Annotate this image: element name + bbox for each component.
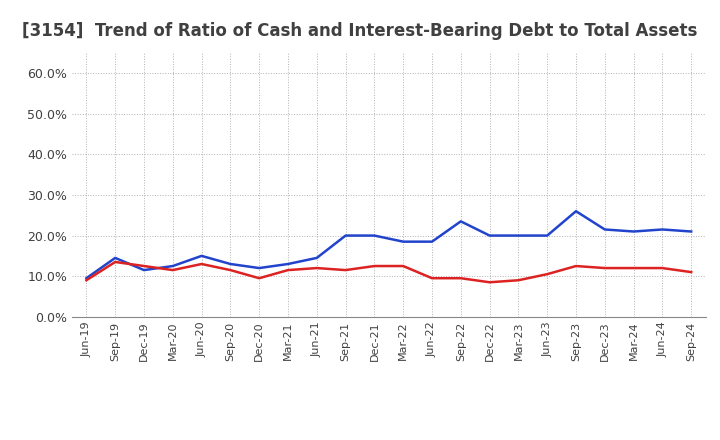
Interest-Bearing Debt — [687, 229, 696, 234]
Cash — [312, 265, 321, 271]
Interest-Bearing Debt — [140, 268, 148, 273]
Cash — [658, 265, 667, 271]
Interest-Bearing Debt — [543, 233, 552, 238]
Cash — [629, 265, 638, 271]
Cash — [82, 278, 91, 283]
Interest-Bearing Debt — [255, 265, 264, 271]
Cash — [485, 280, 494, 285]
Interest-Bearing Debt — [82, 275, 91, 281]
Line: Interest-Bearing Debt: Interest-Bearing Debt — [86, 211, 691, 278]
Interest-Bearing Debt — [168, 264, 177, 269]
Text: [3154]  Trend of Ratio of Cash and Interest-Bearing Debt to Total Assets: [3154] Trend of Ratio of Cash and Intere… — [22, 22, 698, 40]
Interest-Bearing Debt — [485, 233, 494, 238]
Cash — [543, 271, 552, 277]
Cash — [341, 268, 350, 273]
Cash — [284, 268, 292, 273]
Interest-Bearing Debt — [428, 239, 436, 244]
Cash — [600, 265, 609, 271]
Line: Cash: Cash — [86, 262, 691, 282]
Interest-Bearing Debt — [572, 209, 580, 214]
Cash — [428, 275, 436, 281]
Cash — [456, 275, 465, 281]
Cash — [687, 269, 696, 275]
Cash — [572, 264, 580, 269]
Interest-Bearing Debt — [658, 227, 667, 232]
Interest-Bearing Debt — [341, 233, 350, 238]
Cash — [197, 261, 206, 267]
Interest-Bearing Debt — [600, 227, 609, 232]
Cash — [514, 278, 523, 283]
Cash — [255, 275, 264, 281]
Interest-Bearing Debt — [312, 255, 321, 260]
Interest-Bearing Debt — [514, 233, 523, 238]
Interest-Bearing Debt — [284, 261, 292, 267]
Cash — [399, 264, 408, 269]
Cash — [226, 268, 235, 273]
Cash — [140, 264, 148, 269]
Interest-Bearing Debt — [629, 229, 638, 234]
Cash — [168, 268, 177, 273]
Interest-Bearing Debt — [399, 239, 408, 244]
Interest-Bearing Debt — [197, 253, 206, 259]
Interest-Bearing Debt — [456, 219, 465, 224]
Cash — [370, 264, 379, 269]
Cash — [111, 259, 120, 264]
Interest-Bearing Debt — [111, 255, 120, 260]
Interest-Bearing Debt — [370, 233, 379, 238]
Interest-Bearing Debt — [226, 261, 235, 267]
